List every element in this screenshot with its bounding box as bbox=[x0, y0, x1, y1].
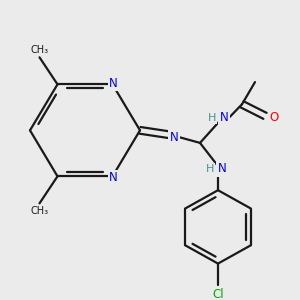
Text: H: H bbox=[206, 164, 214, 174]
Text: N: N bbox=[218, 163, 226, 176]
Text: N: N bbox=[109, 171, 118, 184]
Text: CH₃: CH₃ bbox=[30, 45, 49, 55]
Text: N: N bbox=[220, 111, 228, 124]
Text: O: O bbox=[269, 111, 279, 124]
Text: H: H bbox=[208, 113, 216, 123]
Text: N: N bbox=[109, 77, 118, 90]
Text: N: N bbox=[169, 130, 178, 144]
Text: CH₃: CH₃ bbox=[30, 206, 49, 216]
Text: Cl: Cl bbox=[212, 288, 224, 300]
